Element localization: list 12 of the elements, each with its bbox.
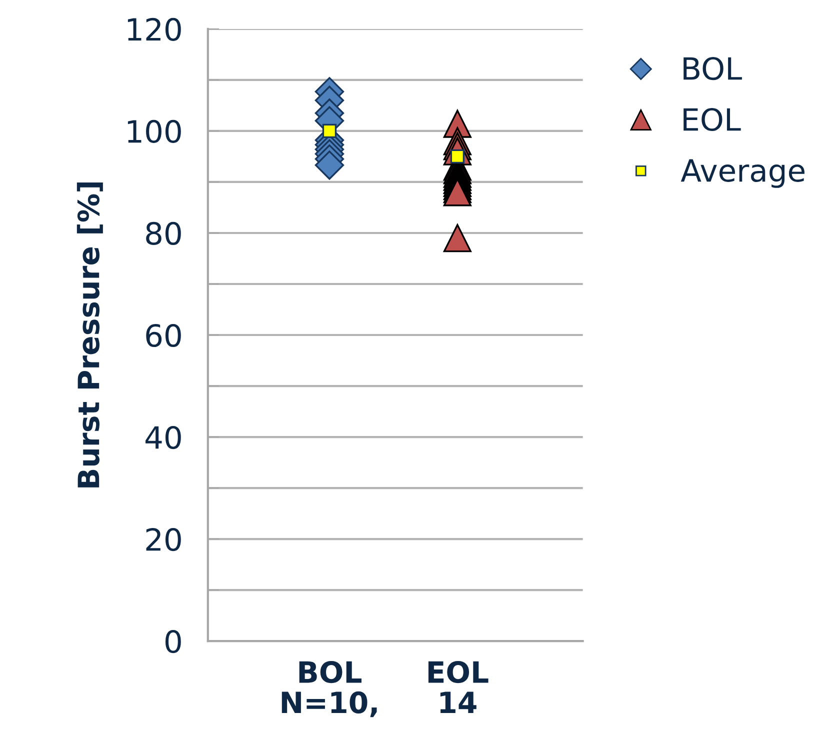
y-tick-label: 40 — [146, 426, 181, 450]
legend-label: EOL — [684, 108, 741, 132]
y-tick-label: 20 — [146, 528, 181, 552]
legend-label: Average — [680, 159, 804, 188]
legend-label: BOL — [684, 56, 742, 80]
y-tick-label: 120 — [128, 18, 181, 41]
y-tick-label: 0 — [165, 630, 181, 654]
y-tick-label: 60 — [146, 324, 181, 348]
y-tick-label: 80 — [146, 222, 181, 246]
y-axis-title: Burst Pressure [%] — [76, 182, 103, 488]
y-tick-label: 100 — [128, 120, 181, 144]
text: N=10, 14 — [282, 691, 476, 718]
